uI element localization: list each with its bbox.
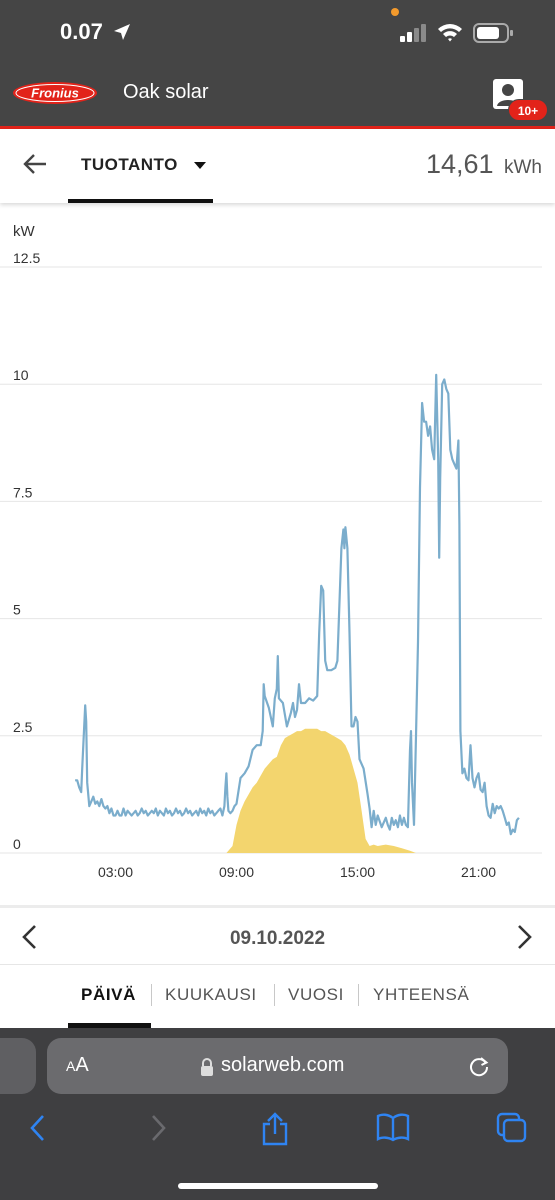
bookmarks-icon[interactable] <box>376 1112 410 1142</box>
status-bar: 0.07 <box>0 0 555 62</box>
tab-active-indicator <box>68 1023 151 1028</box>
previous-tab-pill[interactable] <box>0 1038 36 1094</box>
x-tick-label: 15:00 <box>340 864 375 880</box>
period-tabs: PÄIVÄ KUUKAUSI VUOSI YHTEENSÄ <box>0 965 555 1028</box>
url-text[interactable]: solarweb.com <box>221 1054 345 1076</box>
metric-dropdown[interactable]: TUOTANTO <box>68 129 213 203</box>
browser-toolbar: AA solarweb.com <box>0 1028 555 1200</box>
metric-label: TUOTANTO <box>81 155 178 174</box>
home-indicator <box>178 1183 378 1189</box>
date-navigation: 09.10.2022 <box>0 905 555 965</box>
selected-date[interactable]: 09.10.2022 <box>229 928 326 949</box>
svg-text:Fronius: Fronius <box>31 86 79 101</box>
header-accent-line <box>0 126 555 129</box>
tab-divider <box>151 984 152 1006</box>
chevron-left-icon[interactable] <box>18 924 42 950</box>
tab-total[interactable]: YHTEENSÄ <box>373 985 470 1004</box>
caret-down-icon <box>194 162 206 169</box>
browser-back-icon[interactable] <box>28 1112 48 1144</box>
tab-divider <box>358 984 359 1006</box>
notification-badge[interactable]: 10+ <box>508 99 548 121</box>
privacy-indicator <box>391 8 399 16</box>
browser-forward-icon[interactable] <box>148 1112 168 1144</box>
address-bar[interactable]: AA solarweb.com <box>47 1038 508 1094</box>
energy-total-unit: kWh <box>504 157 542 178</box>
y-tick-label: 0 <box>13 836 21 852</box>
production-line <box>75 373 520 836</box>
tab-divider <box>274 984 275 1006</box>
status-time: 0.07 <box>60 19 103 44</box>
plant-title: Oak solar <box>123 81 209 103</box>
x-tick-label: 09:00 <box>219 864 254 880</box>
y-axis-unit-label: kW <box>13 223 36 240</box>
energy-total-value: 14,61 <box>426 149 494 179</box>
y-tick-label: 7.5 <box>13 484 33 500</box>
share-icon[interactable] <box>260 1112 290 1146</box>
chart-series <box>75 373 520 853</box>
battery-icon <box>473 23 513 43</box>
tab-day[interactable]: PÄIVÄ <box>81 985 136 1004</box>
production-chart[interactable]: kW 12.5 10 7.5 5 2.5 0 03:00 09:00 15:00 21:00 <box>0 205 555 900</box>
self-consumption-area <box>226 728 417 853</box>
y-tick-label: 10 <box>13 367 29 383</box>
x-tick-label: 03:00 <box>98 864 133 880</box>
y-tick-label: 12.5 <box>13 250 40 266</box>
location-arrow-icon <box>114 24 130 40</box>
metric-active-indicator <box>68 199 213 203</box>
x-axis-ticks: 03:00 09:00 15:00 21:00 <box>98 864 496 880</box>
fronius-logo[interactable]: Fronius <box>12 81 98 105</box>
chevron-right-icon[interactable] <box>512 924 536 950</box>
wifi-icon <box>438 24 462 42</box>
back-arrow-icon[interactable] <box>22 151 48 177</box>
toolbar: TUOTANTO 14,61 kWh <box>0 129 555 203</box>
reader-options-button[interactable]: AA <box>66 1054 89 1076</box>
y-tick-label: 5 <box>13 602 21 618</box>
tab-year[interactable]: VUOSI <box>288 985 344 1004</box>
lock-icon <box>201 1058 213 1076</box>
y-axis-ticks: 12.5 10 7.5 5 2.5 0 <box>13 250 40 852</box>
cellular-signal-icon <box>400 24 426 42</box>
tab-month[interactable]: KUUKAUSI <box>165 985 257 1004</box>
y-tick-label: 2.5 <box>13 719 33 735</box>
x-tick-label: 21:00 <box>461 864 496 880</box>
tabs-icon[interactable] <box>496 1112 528 1144</box>
reload-icon[interactable] <box>468 1055 490 1077</box>
